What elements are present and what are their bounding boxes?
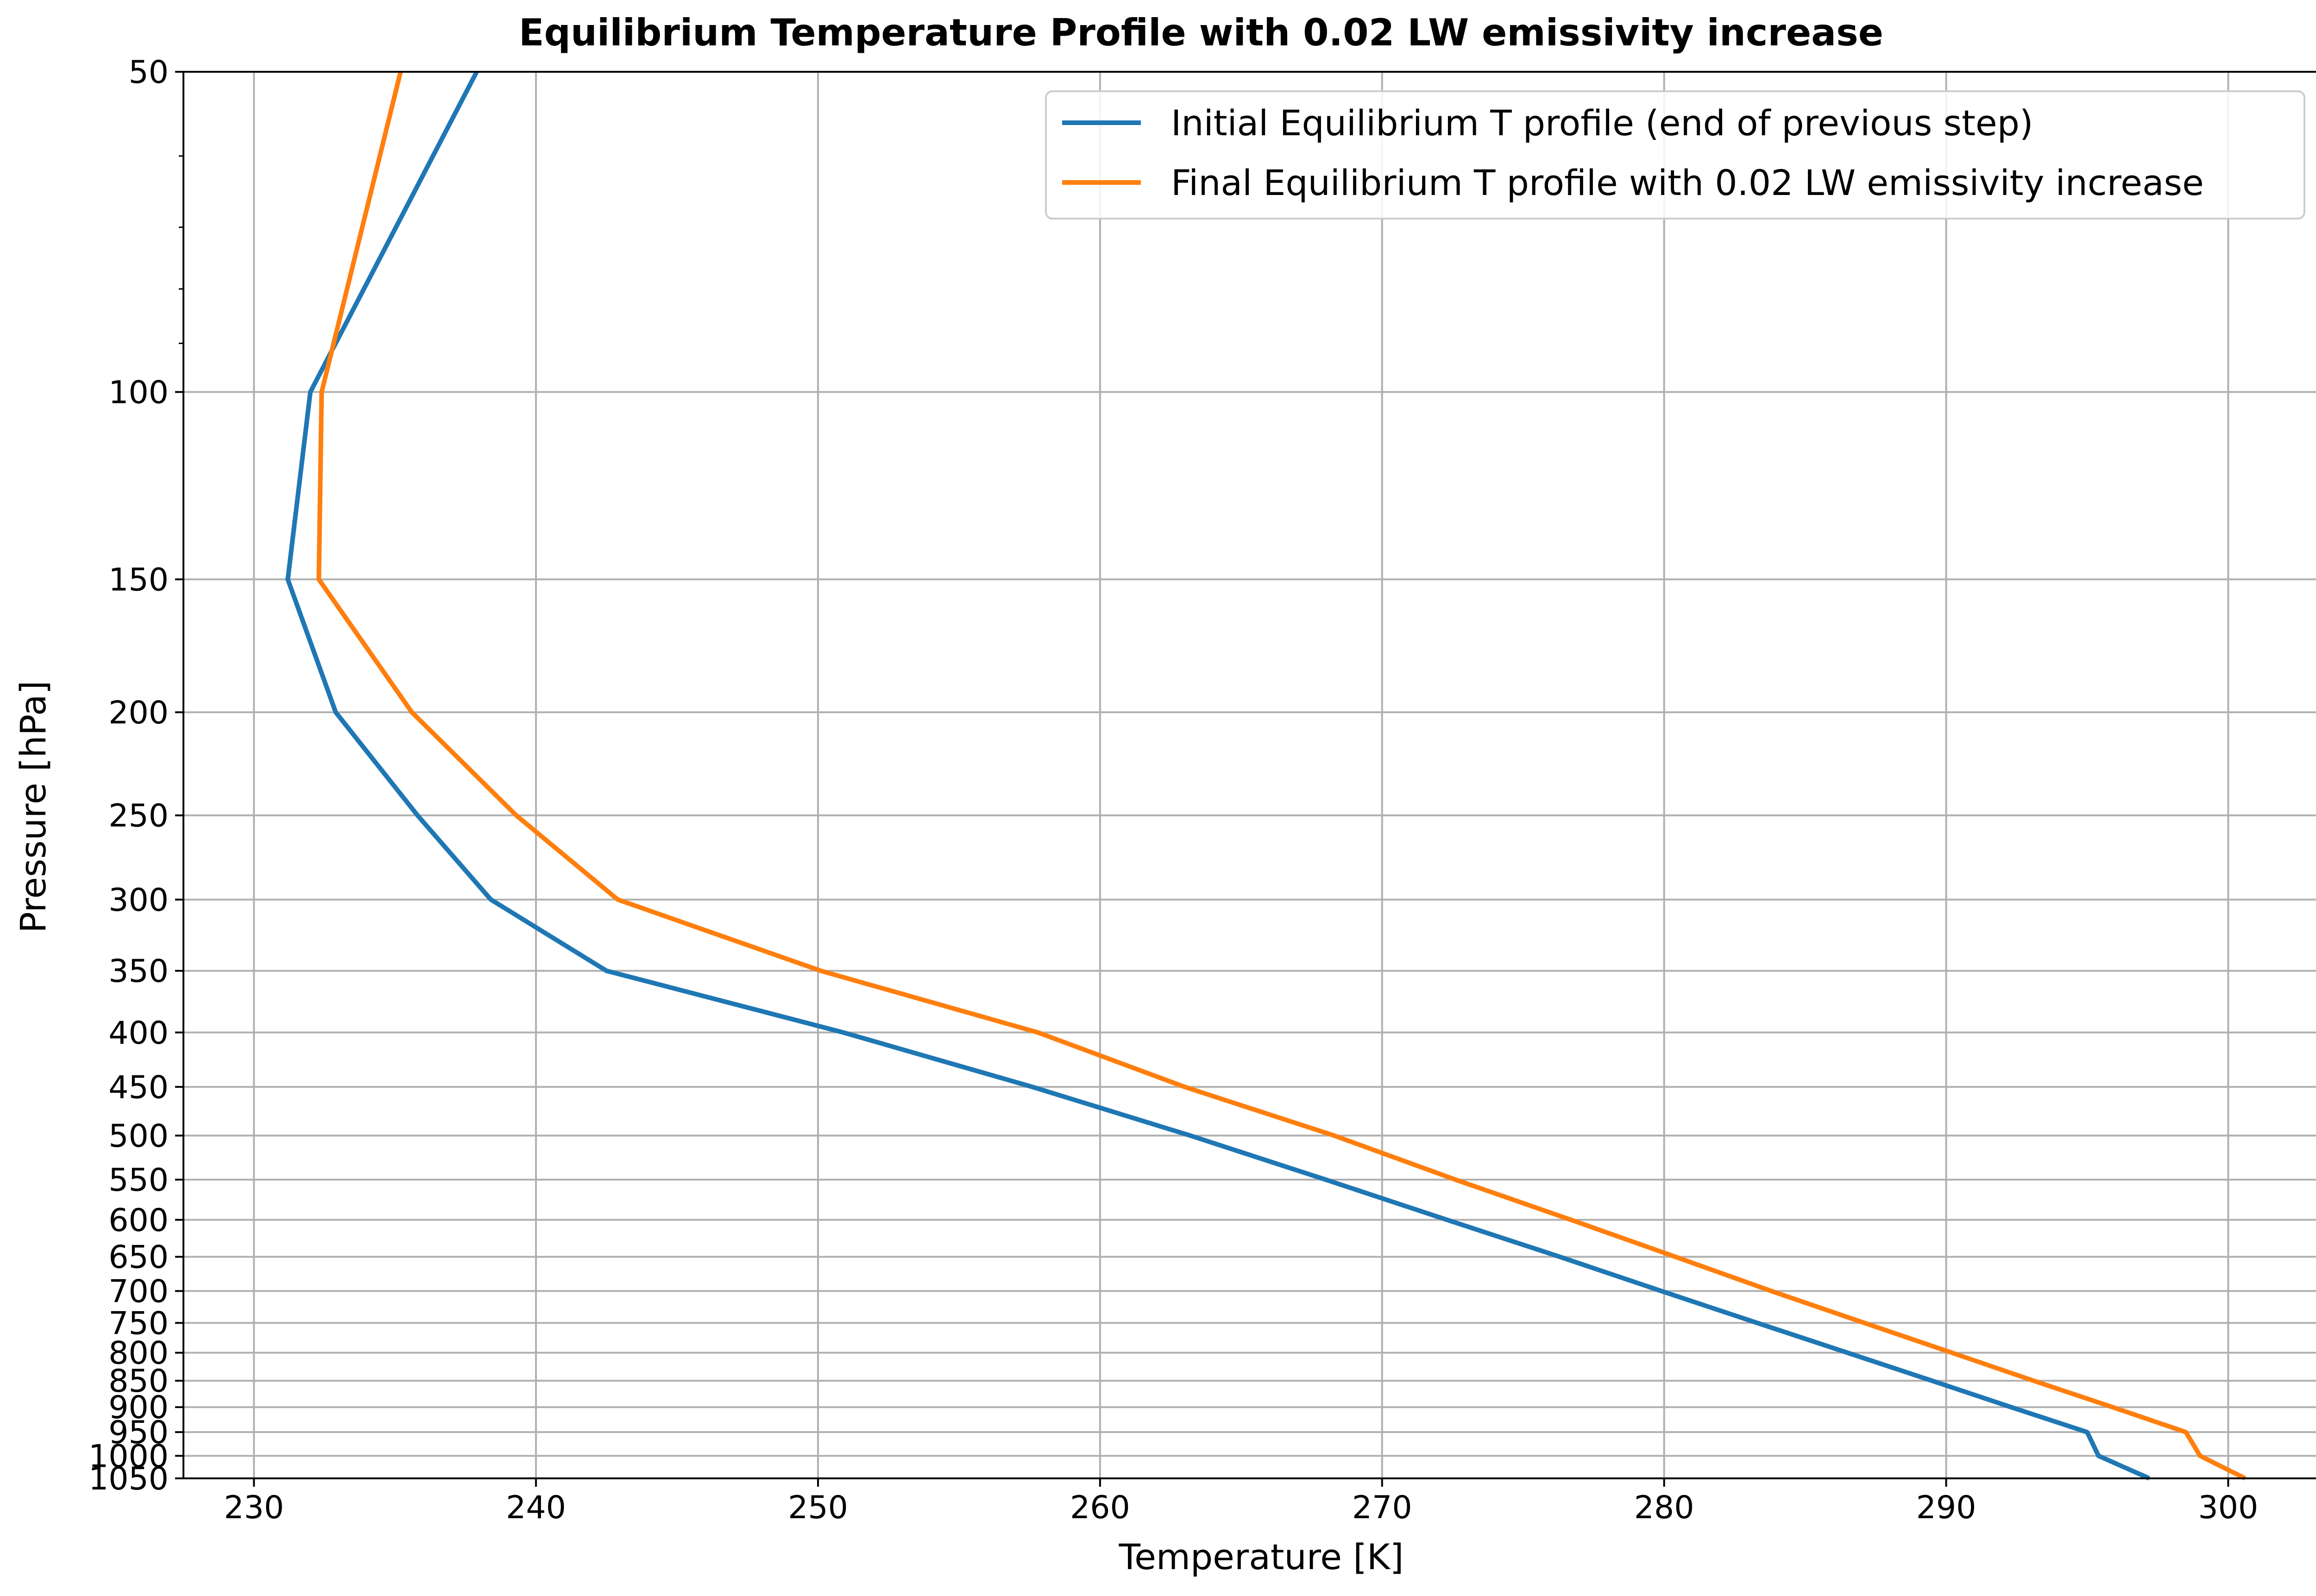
- y-tick-label: 350: [108, 953, 169, 990]
- x-tick-label: 300: [2198, 1489, 2259, 1526]
- y-tick-label: 1000: [88, 1438, 169, 1475]
- x-tick-label: 290: [1916, 1489, 1976, 1526]
- x-tick-label: 240: [506, 1489, 566, 1526]
- y-tick-label: 150: [108, 562, 169, 598]
- legend-label-final: Final Equilibrium T profile with 0.02 LW…: [1171, 162, 2204, 203]
- x-axis-label: Temperature [K]: [1119, 1536, 1404, 1577]
- legend-label-initial: Initial Equilibrium T profile (end of pr…: [1171, 102, 2033, 144]
- y-axis-ticks: 50 100 150 200 250 300 350 400 450 500 55060065070…: [88, 54, 183, 1497]
- plot-frame: [183, 71, 2316, 1479]
- y-tick-label: 300: [108, 882, 169, 918]
- series-layer: [285, 70, 2247, 1481]
- y-tick-label: 200: [108, 695, 169, 731]
- x-tick-label: 260: [1070, 1489, 1130, 1526]
- x-tick-label: 280: [1634, 1489, 1694, 1526]
- y-tick-label: 650: [108, 1239, 169, 1276]
- y-tick-label: 550: [108, 1162, 169, 1199]
- x-tick-label: 250: [788, 1489, 848, 1526]
- legend: Initial Equilibrium T profile (end of pr…: [1045, 90, 2305, 220]
- legend-box: [1045, 90, 2305, 220]
- x-axis-ticks: 230 240 250 260 270 280 290 300: [224, 1478, 2258, 1526]
- x-tick-label: 230: [224, 1489, 284, 1526]
- y-tick-label: 50: [128, 54, 169, 91]
- y-tick-label: 100: [108, 374, 169, 411]
- series-line-0: [285, 70, 2151, 1481]
- y-tick-label: 600: [108, 1202, 169, 1239]
- y-tick-label: 800: [108, 1335, 169, 1372]
- chart-title: Equilibrium Temperature Profile with 0.0…: [519, 11, 1883, 54]
- y-tick-label: 750: [108, 1305, 169, 1342]
- y-tick-label: 950: [108, 1414, 169, 1451]
- y-tick-label: 450: [108, 1069, 169, 1106]
- y-tick-label: 700: [108, 1274, 169, 1310]
- y-tick-label: 1050: [88, 1461, 169, 1497]
- x-tick-label: 270: [1352, 1489, 1412, 1526]
- y-axis-label: Pressure [hPa]: [13, 680, 54, 933]
- y-tick-label: 850: [108, 1363, 169, 1400]
- y-tick-label: 250: [108, 798, 169, 834]
- y-tick-label: 400: [108, 1015, 169, 1051]
- y-tick-label: 900: [108, 1389, 169, 1426]
- series-line-1: [316, 71, 2247, 1481]
- y-tick-label: 500: [108, 1118, 169, 1155]
